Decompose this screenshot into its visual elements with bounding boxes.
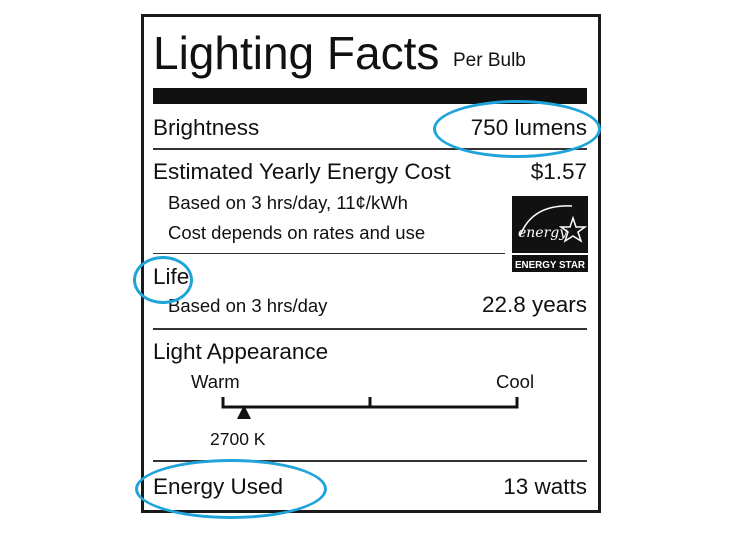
temperature-marker [237,405,251,419]
energy-used-value: 13 watts [503,474,587,499]
cool-label: Cool [496,371,535,392]
energy-cost-note: Based on 3 hrs/day, 11¢/kWh [168,192,408,213]
light-appearance-label: Light Appearance [153,339,329,364]
color-temperature-value: 2700 K [210,429,266,449]
divider [153,148,587,150]
divider [153,460,587,462]
energy-star-logo: energy ENERGY STAR [512,196,588,272]
title-bar [153,88,587,104]
life-note: Based on 3 hrs/day [168,295,328,316]
divider [153,253,505,254]
highlight-circle-life [133,256,193,304]
color-temperature-scale [221,397,519,419]
highlight-circle-energy-used [135,459,327,519]
energy-star-icon: energy ENERGY STAR [512,196,588,272]
svg-text:ENERGY STAR: ENERGY STAR [515,259,585,271]
warm-label: Warm [191,371,240,392]
brightness-label: Brightness [153,115,260,140]
highlight-circle-brightness [433,100,601,158]
energy-cost-note: Cost depends on rates and use [168,222,426,243]
energy-cost-value: $1.57 [530,159,587,184]
label-subtitle: Per Bulb [453,50,526,71]
svg-text:energy: energy [518,225,568,241]
label-title: Lighting Facts [153,27,440,79]
life-value: 22.8 years [481,292,587,317]
energy-cost-label: Estimated Yearly Energy Cost [153,159,451,184]
divider [153,328,587,330]
